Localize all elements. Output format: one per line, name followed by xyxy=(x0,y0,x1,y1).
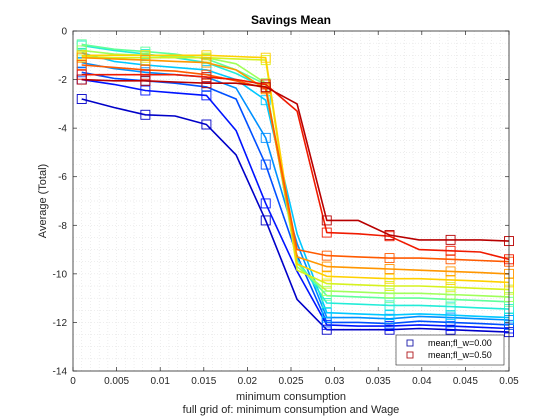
series-line xyxy=(81,78,510,330)
series-line xyxy=(81,98,510,333)
data-point-marker xyxy=(321,298,332,308)
data-point-marker xyxy=(384,300,395,311)
data-point-marker xyxy=(260,52,271,63)
x-tick-label: 0.02 xyxy=(238,376,258,387)
data-point-marker xyxy=(384,281,395,291)
y-axis-label: Average (Total) xyxy=(37,164,49,238)
data-point-marker xyxy=(321,215,332,226)
series-line xyxy=(81,55,510,291)
data-point-marker xyxy=(140,109,151,120)
x-tick-label: 0.04 xyxy=(412,376,432,387)
y-tick-label: 0 xyxy=(61,27,67,38)
data-point-marker xyxy=(321,271,332,282)
series-line xyxy=(81,52,510,319)
data-point-marker xyxy=(445,266,456,277)
tick-layer: 0 0.005 0.01 0.015 0.02 0.025 0.03 0.035 0.04 0.0… xyxy=(53,27,520,388)
data-point-marker xyxy=(321,285,332,296)
series-10 xyxy=(76,50,514,288)
y-tick-label: -14 xyxy=(53,367,68,378)
data-point-marker xyxy=(445,245,456,256)
data-point-marker xyxy=(321,227,332,238)
data-point-marker xyxy=(321,278,332,289)
chart-title: Savings Mean xyxy=(251,13,331,27)
legend-marker-1 xyxy=(406,339,414,347)
series-14 xyxy=(76,74,514,247)
data-point-marker xyxy=(384,264,395,274)
data-point-marker xyxy=(321,261,332,272)
x-tick-label: 0.045 xyxy=(453,376,478,387)
series-line xyxy=(81,73,510,261)
series-line xyxy=(81,61,510,321)
data-point-marker xyxy=(384,253,395,264)
data-point-marker xyxy=(445,289,456,300)
data-point-marker xyxy=(384,310,395,321)
series-line xyxy=(81,64,510,263)
data-point-marker xyxy=(201,57,212,68)
data-point-marker xyxy=(384,273,395,284)
x-tick-label: 0.05 xyxy=(499,376,519,387)
data-point-marker xyxy=(321,250,332,261)
data-point-marker xyxy=(260,132,271,143)
legend-box xyxy=(395,334,505,366)
data-point-marker xyxy=(445,254,456,265)
data-point-marker xyxy=(76,60,87,70)
data-point-marker xyxy=(76,74,87,85)
y-tick-label: -6 xyxy=(58,172,67,183)
data-point-marker xyxy=(445,310,456,321)
x-axis-sublabel: full grid of: minimum consumption and Wa… xyxy=(183,404,400,416)
data-point-marker xyxy=(201,72,212,83)
data-point-marker xyxy=(201,50,212,61)
data-point-marker xyxy=(140,55,151,66)
minor-grid xyxy=(73,31,509,371)
series-line xyxy=(81,54,510,284)
data-point-marker xyxy=(445,274,456,285)
data-point-marker xyxy=(384,288,395,299)
data-point-marker xyxy=(140,85,151,96)
legend-label-1: mean;fl_w=0.00 xyxy=(428,338,492,348)
x-tick-label: 0 xyxy=(70,376,76,387)
x-tick-label: 0.025 xyxy=(278,376,303,387)
x-tick-label: 0.035 xyxy=(366,376,391,387)
data-point-marker xyxy=(384,230,395,240)
x-tick-label: 0.005 xyxy=(104,376,129,387)
y-tick-label: -12 xyxy=(53,318,68,329)
x-tick-label: 0.01 xyxy=(150,376,170,387)
data-point-marker xyxy=(260,81,271,92)
y-tick-label: -10 xyxy=(53,269,68,280)
data-point-marker xyxy=(321,307,332,318)
series-layer xyxy=(76,39,514,338)
x-tick-label: 0.03 xyxy=(325,376,345,387)
data-point-marker xyxy=(140,69,151,80)
series-line xyxy=(81,78,510,242)
data-point-marker xyxy=(445,301,456,312)
data-point-marker xyxy=(140,75,151,86)
legend: mean;fl_w=0.00 mean;fl_w=0.50 xyxy=(395,334,505,366)
data-point-marker xyxy=(260,95,271,106)
data-point-marker xyxy=(201,119,212,130)
data-point-marker xyxy=(445,234,456,245)
y-tick-label: -2 xyxy=(58,75,67,86)
data-point-marker xyxy=(76,39,87,50)
y-tick-label: -8 xyxy=(58,221,67,232)
data-point-marker xyxy=(260,215,271,226)
x-axis-label: minimum consumption xyxy=(236,391,346,403)
x-tick-label: 0.015 xyxy=(191,376,216,387)
data-point-marker xyxy=(260,198,271,209)
data-point-marker xyxy=(76,94,87,104)
data-point-marker xyxy=(445,282,456,293)
data-point-marker xyxy=(201,90,212,101)
y-tick-label: -4 xyxy=(58,124,67,135)
data-point-marker xyxy=(260,159,271,170)
series-line xyxy=(81,56,510,275)
legend-label-2: mean;fl_w=0.50 xyxy=(428,350,492,360)
legend-marker-2 xyxy=(406,351,414,359)
data-point-marker xyxy=(76,52,87,63)
data-point-marker xyxy=(201,78,212,89)
